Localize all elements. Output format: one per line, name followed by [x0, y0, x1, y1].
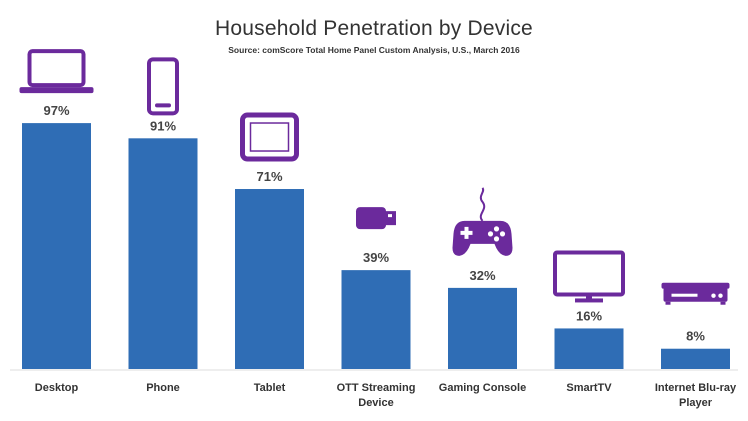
chart-subtitle: Source: comScore Total Home Panel Custom…	[228, 45, 520, 55]
category-label: Gaming Console	[439, 382, 526, 394]
category-label: Internet Blu-ray Player	[655, 382, 737, 409]
bar-value-label: 8%	[686, 329, 705, 344]
bluray-player-icon	[661, 282, 730, 305]
bar-value-label: 32%	[469, 268, 495, 283]
bar-value-label: 71%	[256, 169, 282, 184]
laptop-icon	[19, 49, 94, 94]
category-label: Phone	[146, 382, 180, 394]
tv-icon	[553, 250, 625, 303]
category-label: SmartTV	[566, 382, 612, 394]
category-label: Desktop	[35, 382, 79, 394]
chart-title: Household Penetration by Device	[215, 17, 533, 40]
bar-2	[128, 138, 198, 369]
bar-value-label: 39%	[363, 250, 389, 265]
phone-icon	[147, 57, 179, 116]
usb-stick-icon	[356, 207, 396, 230]
bar-4	[341, 270, 411, 369]
bar-6	[554, 328, 624, 369]
bar-5	[448, 287, 517, 369]
category-label: Tablet	[254, 382, 286, 394]
bar-value-label: 97%	[43, 103, 69, 118]
tablet-icon	[240, 112, 299, 162]
bar-7	[661, 348, 730, 369]
bar-value-label: 91%	[150, 118, 176, 133]
bar-1	[22, 123, 91, 369]
bar-3	[235, 189, 304, 369]
category-label: OTT Streaming Device	[337, 382, 416, 409]
game-controller-icon	[452, 187, 513, 256]
bar-value-label: 16%	[576, 308, 602, 323]
